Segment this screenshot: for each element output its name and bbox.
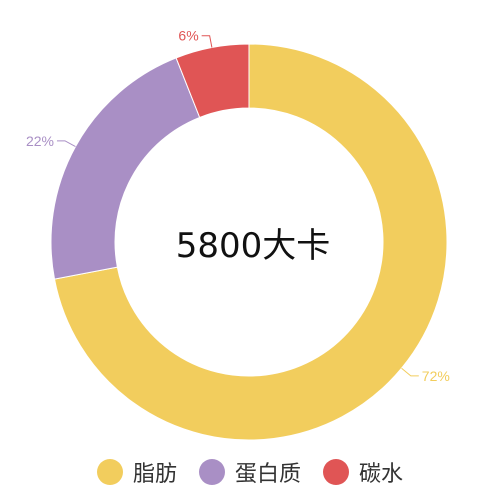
center-total-label: 5800大卡: [176, 226, 331, 266]
legend-label: 蛋白质: [234, 462, 301, 487]
percent-label-2: 6%: [178, 28, 198, 44]
legend-item-carbs[interactable]: 碳水: [323, 456, 403, 488]
leader-line-1: [56, 140, 76, 148]
label-leaders: [56, 35, 419, 377]
slice-2[interactable]: [175, 43, 250, 119]
legend-item-protein[interactable]: 蛋白质: [198, 456, 301, 488]
legend-swatch: [198, 459, 225, 485]
legend-item-fat[interactable]: 脂肪: [96, 456, 177, 488]
legend: 脂肪 蛋白质 碳水: [0, 452, 500, 492]
leader-line-0: [401, 367, 419, 377]
legend-label: 碳水: [359, 462, 404, 487]
legend-swatch: [323, 459, 349, 485]
donut-slices: [50, 43, 448, 441]
legend-swatch: [96, 459, 123, 485]
percent-labels: 72% 22% 6%: [26, 28, 450, 384]
percent-label-0: 72%: [422, 368, 450, 384]
legend-label: 脂肪: [132, 462, 177, 487]
percent-label-1: 22%: [26, 133, 54, 149]
slice-0[interactable]: [53, 43, 448, 441]
leader-line-2: [201, 35, 213, 48]
